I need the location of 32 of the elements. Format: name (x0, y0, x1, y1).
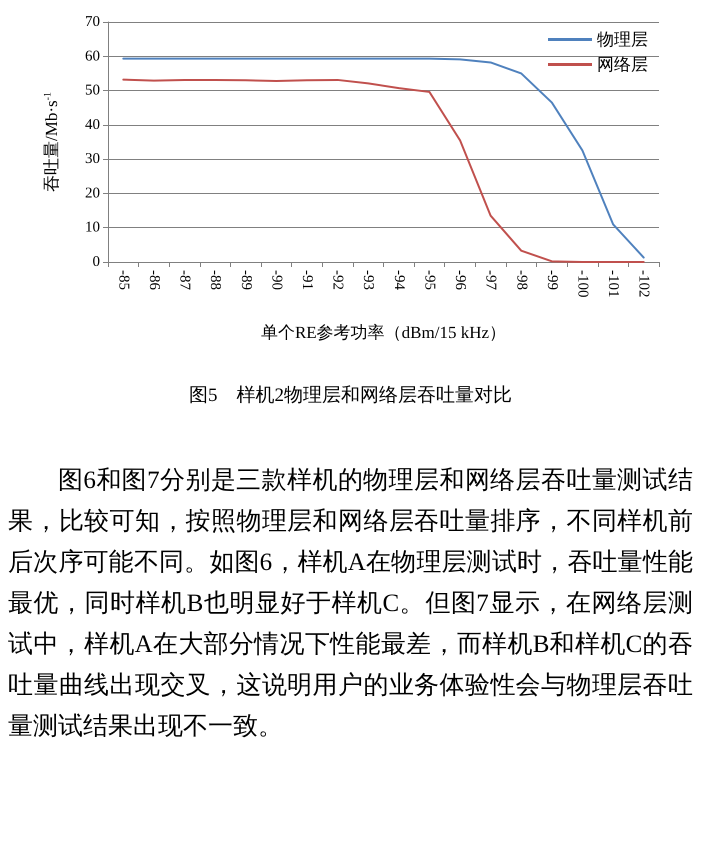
x-axis-title: 单个RE参考功率（dBm/15 kHz） (260, 323, 506, 342)
x-tick-label: -90 (268, 270, 284, 290)
legend-label: 物理层 (597, 30, 648, 49)
x-tick-label: -89 (238, 270, 254, 290)
y-tick-label: 10 (85, 220, 100, 236)
x-tick-label: -98 (513, 270, 530, 290)
caption: 图6和图7分别是三款样机的物理层和网络层吞吐量测试结果，比较可知，按照物理层和网络层吞吐量排序，不同样机前后次序可能不同。如图6，样机A在物理层测试时，吞吐量性能最优，同时样机B也明显好于样机C。但图7显示，在网络层测试中，样机A在大部分情况下性能最差，而样机B和样机C的吞吐量曲线出现交叉，这说明用户的业务体验性会与物理层吞吐量测试结果出现不一致。 (8, 466, 693, 742)
x-tick-label: -92 (330, 270, 346, 290)
x-tick-label: -95 (421, 270, 438, 290)
y-tick-label: 70 (85, 14, 100, 30)
x-tick-label: -87 (176, 270, 193, 290)
x-tick-label: -101 (605, 270, 622, 298)
y-tick-label: 40 (85, 116, 100, 133)
y-tick-label: 30 (85, 151, 100, 168)
x-tick-label: -91 (298, 270, 315, 290)
y-axis-title: 吞吐量/Mb·s-1 (42, 92, 61, 192)
x-tick-label: -100 (574, 270, 590, 298)
x-tick-label: -85 (115, 270, 132, 290)
x-tick-label: -96 (452, 270, 468, 290)
legend-label: 网络层 (597, 55, 648, 74)
x-tick-label: -88 (207, 270, 224, 290)
x-tick-label: -97 (482, 270, 499, 290)
x-tick-label: -86 (146, 270, 162, 290)
y-tick-label: 20 (85, 185, 100, 202)
text: 图5 样机2物理层和网络层吞吐量对比 (188, 384, 513, 408)
x-tick-label: -99 (544, 270, 560, 290)
y-tick-label: 50 (85, 82, 100, 99)
y-tick-label: 60 (85, 48, 100, 64)
y-tick-label: 0 (92, 254, 100, 270)
x-tick-label: -93 (360, 270, 376, 290)
x-tick-label: -102 (636, 270, 652, 298)
x-tick-label: -94 (390, 270, 407, 290)
